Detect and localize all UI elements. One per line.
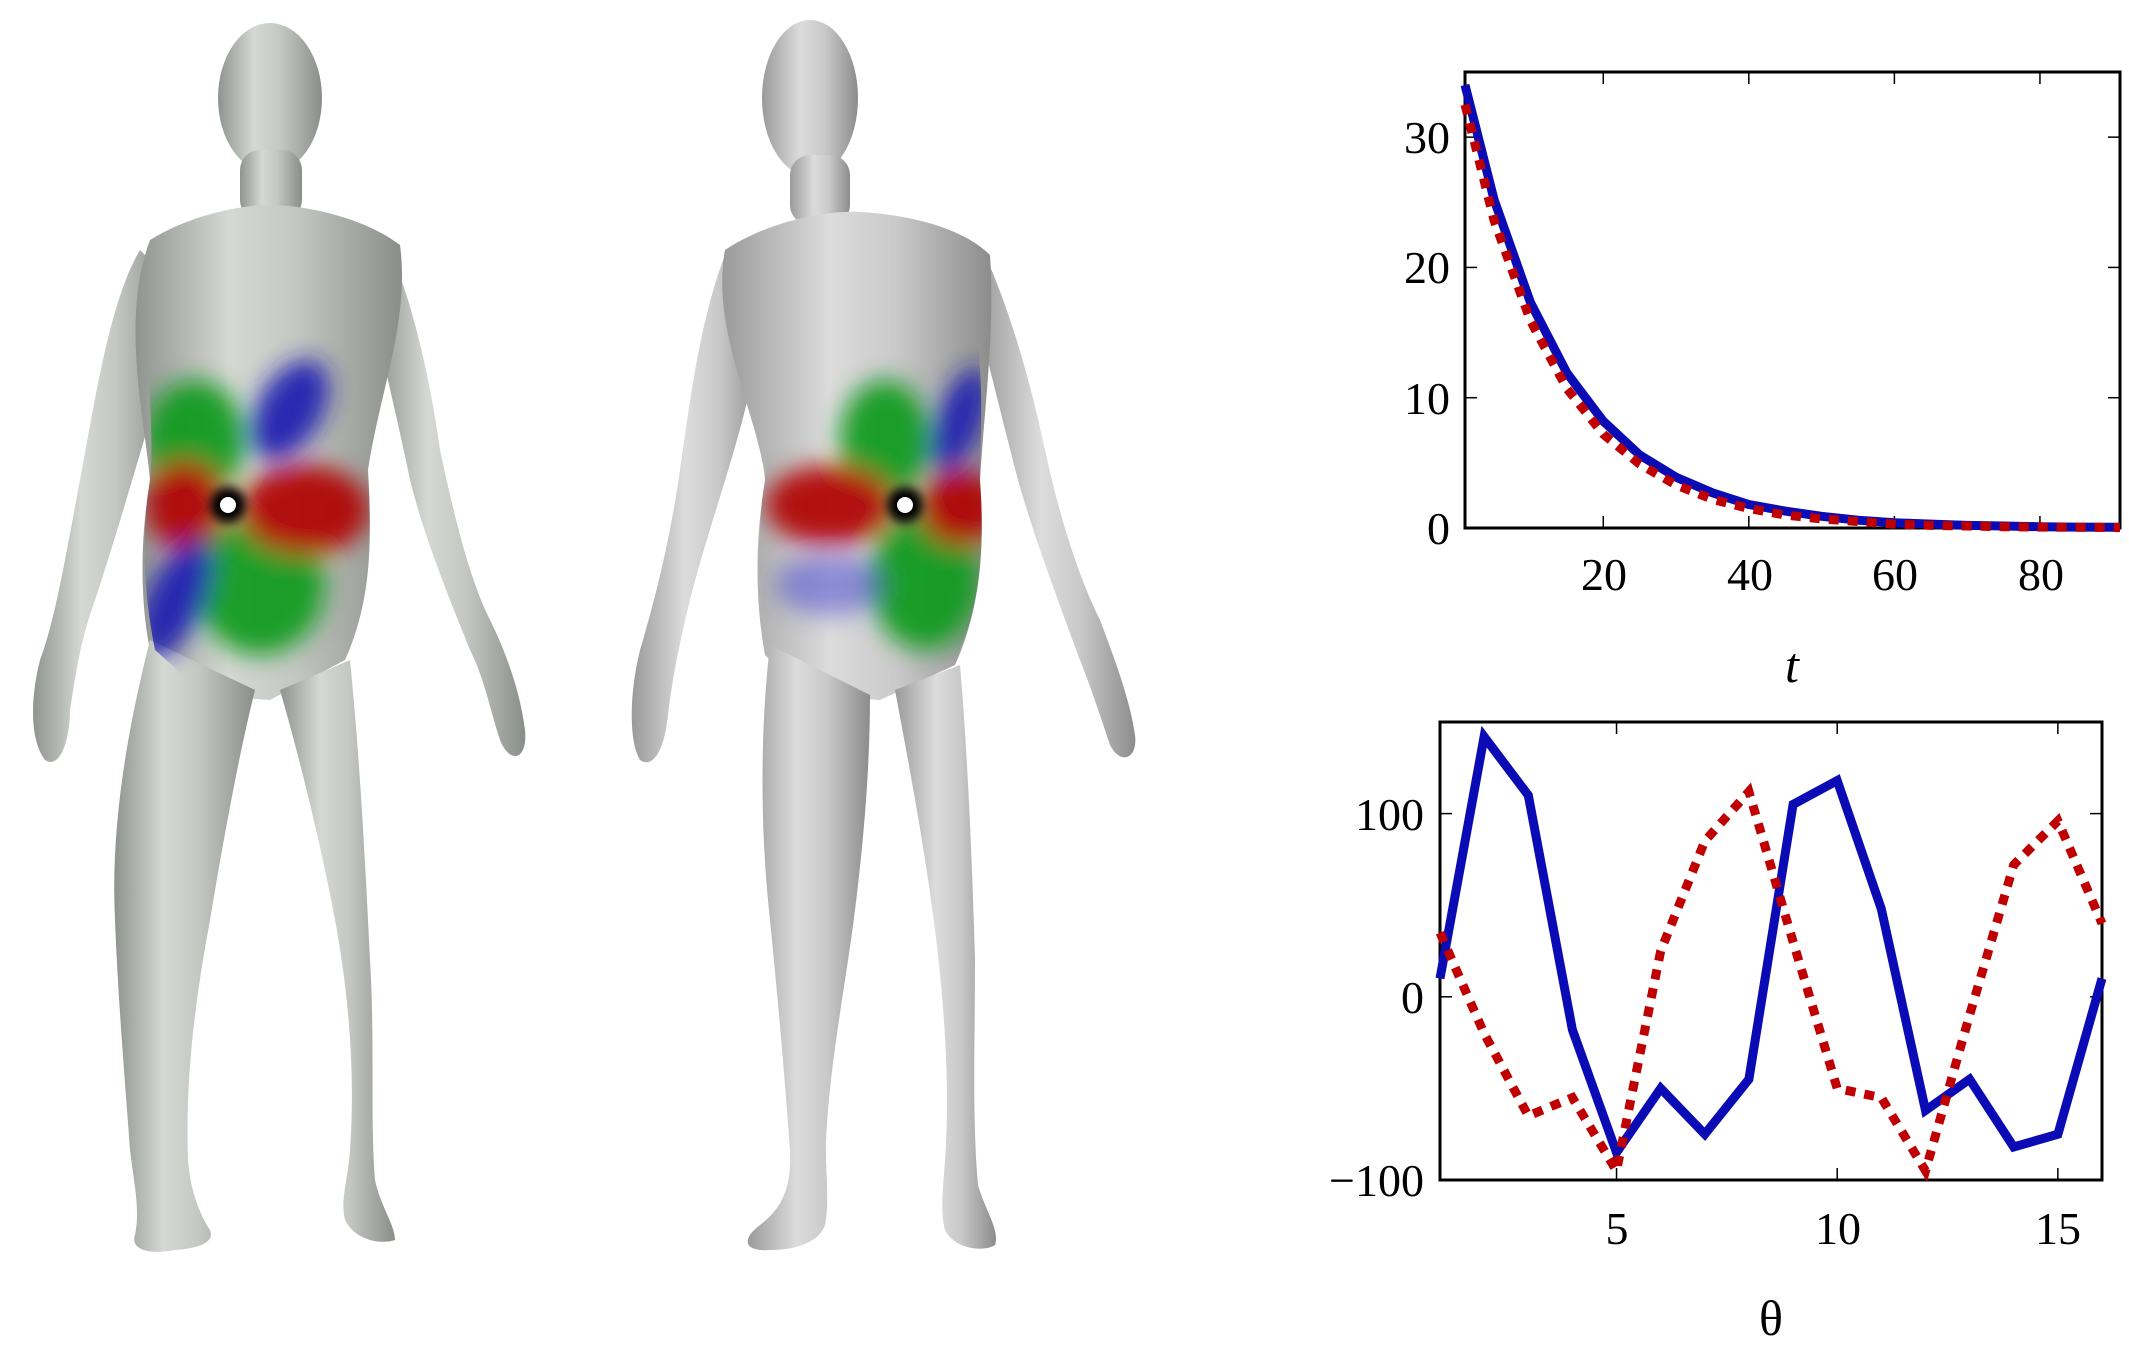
mesh-right-leg — [280, 660, 395, 1242]
x-tick-label: 10 — [1815, 1203, 1861, 1254]
y-tick-labels: −100 0 100 — [1329, 789, 1424, 1206]
mesh-left-arm — [631, 255, 765, 763]
x-tick-labels: 20 40 60 80 — [1581, 549, 2064, 600]
mesh-right-arm — [375, 250, 526, 757]
series-line-2-dotted — [1460, 103, 2121, 533]
lobe-green-upper — [840, 380, 930, 500]
chart-bottom: −100 0 100 5 10 15 θ — [1329, 720, 2107, 1346]
lobe-red-left — [145, 460, 225, 550]
x-tick-label: 20 — [1581, 549, 1627, 600]
tick-marks — [1440, 722, 2102, 1181]
lobe-blue-upper — [932, 367, 982, 473]
x-tick-label: 60 — [1872, 549, 1918, 600]
y-tick-label: 30 — [1404, 112, 1450, 163]
y-tick-labels: 0 10 20 30 — [1404, 112, 1450, 554]
series-group — [1435, 725, 2107, 1184]
mesh-right-arm — [978, 255, 1136, 758]
lobe-blue-lower — [775, 555, 885, 615]
x-tick-labels: 5 10 15 — [1606, 1203, 2082, 1254]
lobe-blue-lower — [144, 539, 213, 661]
mesh-head — [218, 23, 322, 173]
mesh-left-leg — [747, 645, 870, 1251]
series-line-1-solid — [1435, 725, 2107, 1163]
plot-area — [1438, 720, 2104, 1182]
chart-top: 0 10 20 30 20 40 60 80 t — [1404, 70, 2122, 693]
y-tick-label: 20 — [1404, 242, 1450, 293]
plot-area — [1463, 70, 2122, 530]
lobe-red-left — [765, 465, 895, 545]
y-tick-label: 100 — [1355, 789, 1424, 840]
y-tick-label: −100 — [1329, 1155, 1424, 1206]
series-group — [1460, 83, 2121, 533]
lobe-red-right — [240, 465, 370, 555]
mesh-neck — [240, 150, 302, 220]
mesh-right-leg — [895, 665, 997, 1249]
x-tick-label: 40 — [1727, 549, 1773, 600]
x-tick-label: 5 — [1606, 1203, 1629, 1254]
marker-dot — [220, 497, 236, 513]
x-tick-label: 15 — [2035, 1203, 2081, 1254]
x-tick-label: 80 — [2018, 549, 2064, 600]
x-axis-label: θ — [1759, 1290, 1783, 1346]
lobe-blue-upper — [250, 359, 330, 461]
marker-dot — [897, 497, 913, 513]
y-tick-label: 0 — [1401, 972, 1424, 1023]
x-axis-label: t — [1785, 637, 1800, 693]
series-line-1-solid — [1460, 83, 2121, 532]
y-tick-label: 10 — [1404, 373, 1450, 424]
tick-marks — [1465, 72, 2120, 529]
mesh-head — [762, 20, 858, 176]
lobe-red-right — [920, 470, 982, 546]
mesh-left-arm — [33, 250, 171, 762]
mesh-neck — [790, 155, 850, 225]
plot-frame — [1463, 70, 2122, 530]
plot-frame — [1438, 720, 2104, 1182]
series-line-2-dotted — [1435, 782, 2107, 1184]
mesh-left-leg — [114, 640, 255, 1252]
human-body-mesh-target — [631, 20, 1136, 1251]
y-tick-label: 0 — [1427, 503, 1450, 554]
human-body-mesh-source — [33, 23, 526, 1252]
